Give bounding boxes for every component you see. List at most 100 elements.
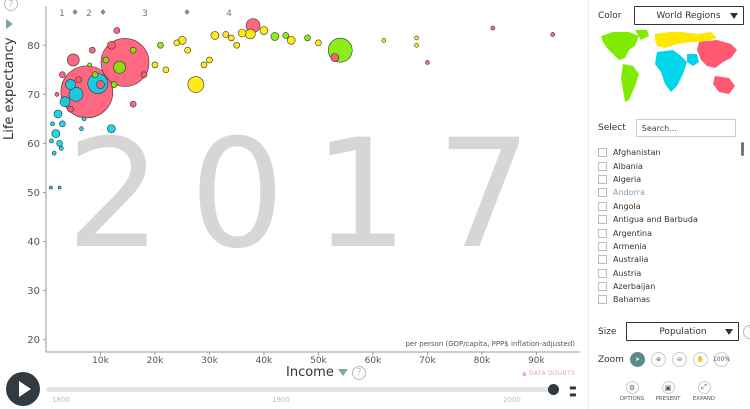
- cursor-tool-button[interactable]: ➤: [629, 352, 645, 367]
- country-list[interactable]: Afghanistan Albania Algeria Andorra Angola An…: [598, 146, 738, 308]
- options-button[interactable]: ⚙ OPTIONS: [619, 381, 645, 402]
- bubble[interactable]: [184, 46, 191, 54]
- bubble[interactable]: [81, 116, 87, 122]
- bubble[interactable]: [200, 61, 208, 69]
- play-button[interactable]: [6, 372, 40, 406]
- timeline-handle[interactable]: [548, 384, 559, 395]
- bubble[interactable]: [89, 46, 96, 54]
- time-marker-label[interactable]: 1: [59, 9, 65, 19]
- y-axis-help-icon[interactable]: ?: [3, 0, 18, 12]
- bubble[interactable]: [57, 185, 62, 190]
- bubble[interactable]: [187, 76, 205, 93]
- map-region-middle-east[interactable]: [687, 54, 699, 66]
- bubble[interactable]: [75, 76, 82, 83]
- country-checkbox[interactable]: [598, 201, 607, 211]
- bubble[interactable]: [210, 31, 220, 40]
- x-axis-label[interactable]: Income ?: [286, 365, 366, 380]
- bubble[interactable]: [100, 38, 150, 87]
- map-region-europe[interactable]: [655, 32, 717, 48]
- bubble[interactable]: [66, 53, 80, 67]
- bubble[interactable]: [490, 25, 496, 31]
- bubble[interactable]: [414, 42, 419, 48]
- country-search-input[interactable]: Search...: [635, 119, 736, 137]
- country-checkbox[interactable]: [598, 174, 607, 184]
- bubble[interactable]: [49, 138, 54, 144]
- zoom-out-button[interactable]: ⊖: [671, 352, 687, 367]
- time-marker-label[interactable]: 2: [86, 9, 92, 19]
- bubble[interactable]: [206, 56, 213, 64]
- country-checkbox[interactable]: [598, 148, 607, 158]
- data-doubts-link[interactable]: ▲ DATA DOUBTS: [522, 370, 576, 377]
- bubble[interactable]: [414, 35, 419, 41]
- bubble[interactable]: [65, 79, 76, 90]
- diamond-marker-icon[interactable]: [72, 9, 78, 15]
- y-axis-label[interactable]: Life expectancy ?: [2, 0, 18, 140]
- country-item[interactable]: Austria: [598, 267, 738, 280]
- country-checkbox[interactable]: [598, 282, 607, 292]
- diamond-marker-icon[interactable]: [100, 9, 106, 15]
- color-select[interactable]: World Regions: [633, 6, 744, 25]
- diamond-marker-icon[interactable]: [184, 9, 190, 15]
- y-axis-dropdown-icon[interactable]: [6, 19, 13, 30]
- country-item[interactable]: Argentina: [598, 226, 738, 239]
- country-item[interactable]: Andorra: [598, 186, 738, 199]
- bubble[interactable]: [129, 100, 137, 108]
- country-item[interactable]: Armenia: [598, 240, 738, 253]
- present-button[interactable]: ▣ PRESENT: [655, 381, 681, 402]
- bubble[interactable]: [113, 27, 121, 34]
- bubble[interactable]: [270, 32, 280, 41]
- bubble[interactable]: [51, 129, 61, 138]
- bubble[interactable]: [59, 120, 66, 128]
- country-checkbox[interactable]: [598, 215, 607, 225]
- bubble[interactable]: [59, 71, 66, 79]
- country-checkbox[interactable]: [598, 268, 607, 278]
- country-checkbox[interactable]: [598, 161, 607, 171]
- speed-control-icon[interactable]: ▬ ▬: [569, 383, 577, 399]
- country-item[interactable]: Bahamas: [598, 293, 738, 306]
- bubble[interactable]: [91, 71, 99, 79]
- bubble[interactable]: [425, 60, 430, 65]
- bubble[interactable]: [107, 40, 116, 50]
- country-checkbox[interactable]: [598, 241, 607, 251]
- bubble[interactable]: [53, 109, 63, 119]
- bubble[interactable]: [59, 96, 71, 108]
- bubble[interactable]: [286, 36, 296, 45]
- zoom-reset-button[interactable]: 100%: [713, 352, 730, 367]
- country-item[interactable]: Albania: [598, 159, 738, 172]
- x-axis-label-text[interactable]: Income: [286, 365, 334, 380]
- bubble[interactable]: [50, 121, 55, 127]
- bubble[interactable]: [107, 124, 116, 133]
- bubble[interactable]: [245, 28, 256, 40]
- bubble[interactable]: [110, 81, 118, 88]
- bubble[interactable]: [157, 41, 164, 49]
- country-item[interactable]: Antigua and Barbuda: [598, 213, 738, 226]
- bubble[interactable]: [87, 62, 92, 68]
- map-region-greenland[interactable]: [635, 30, 649, 40]
- country-item[interactable]: Azerbaijan: [598, 280, 738, 293]
- bubble[interactable]: [227, 34, 235, 42]
- bubble[interactable]: [129, 46, 137, 54]
- bubble[interactable]: [233, 41, 241, 49]
- timeline-track[interactable]: [46, 387, 554, 392]
- zoom-in-button[interactable]: ⊕: [650, 352, 666, 367]
- bubble[interactable]: [51, 150, 57, 156]
- bubble[interactable]: [96, 80, 105, 89]
- bubble[interactable]: [259, 26, 269, 35]
- bubble[interactable]: [102, 56, 110, 64]
- size-select[interactable]: Population: [626, 322, 740, 341]
- bubble[interactable]: [68, 87, 84, 102]
- map-region-americas-south[interactable]: [621, 64, 639, 102]
- country-checkbox[interactable]: [598, 295, 607, 305]
- x-axis-dropdown-icon[interactable]: [337, 369, 348, 376]
- x-axis-help-icon[interactable]: ?: [351, 365, 366, 380]
- country-item[interactable]: Australia: [598, 253, 738, 266]
- country-item[interactable]: Afghanistan: [598, 146, 738, 159]
- bubble[interactable]: [49, 185, 53, 190]
- country-item[interactable]: Angola: [598, 200, 738, 213]
- world-regions-map[interactable]: [599, 28, 741, 106]
- bubble[interactable]: [381, 38, 387, 43]
- map-region-americas-north[interactable]: [601, 32, 639, 60]
- bubble[interactable]: [58, 146, 64, 151]
- bubble[interactable]: [151, 61, 159, 69]
- bubble[interactable]: [282, 32, 290, 39]
